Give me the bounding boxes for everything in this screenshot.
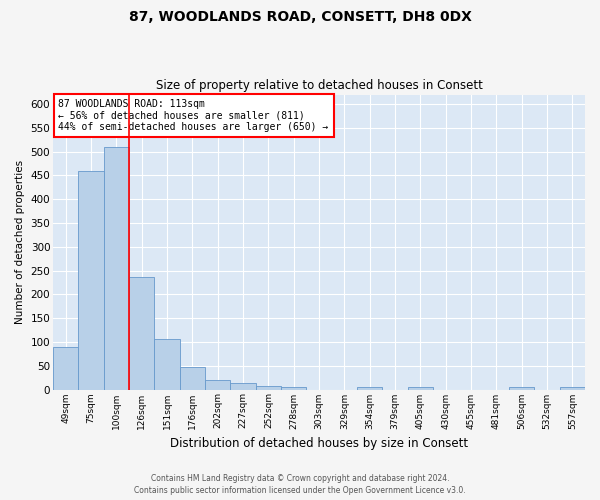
Y-axis label: Number of detached properties: Number of detached properties — [15, 160, 25, 324]
Bar — [154, 338, 180, 390]
Bar — [560, 387, 585, 390]
Bar — [129, 277, 154, 390]
Bar — [180, 367, 205, 390]
Text: 87, WOODLANDS ROAD, CONSETT, DH8 0DX: 87, WOODLANDS ROAD, CONSETT, DH8 0DX — [128, 10, 472, 24]
Bar — [53, 346, 79, 390]
Bar — [205, 380, 230, 390]
Text: Contains HM Land Registry data © Crown copyright and database right 2024.
Contai: Contains HM Land Registry data © Crown c… — [134, 474, 466, 495]
Bar — [357, 387, 382, 390]
Bar — [407, 387, 433, 390]
Bar — [281, 387, 307, 390]
Bar — [230, 383, 256, 390]
Bar — [256, 386, 281, 390]
Text: 87 WOODLANDS ROAD: 113sqm
← 56% of detached houses are smaller (811)
44% of semi: 87 WOODLANDS ROAD: 113sqm ← 56% of detac… — [58, 99, 329, 132]
Title: Size of property relative to detached houses in Consett: Size of property relative to detached ho… — [155, 79, 482, 92]
Bar — [509, 387, 535, 390]
X-axis label: Distribution of detached houses by size in Consett: Distribution of detached houses by size … — [170, 437, 468, 450]
Bar — [79, 170, 104, 390]
Bar — [104, 147, 129, 390]
